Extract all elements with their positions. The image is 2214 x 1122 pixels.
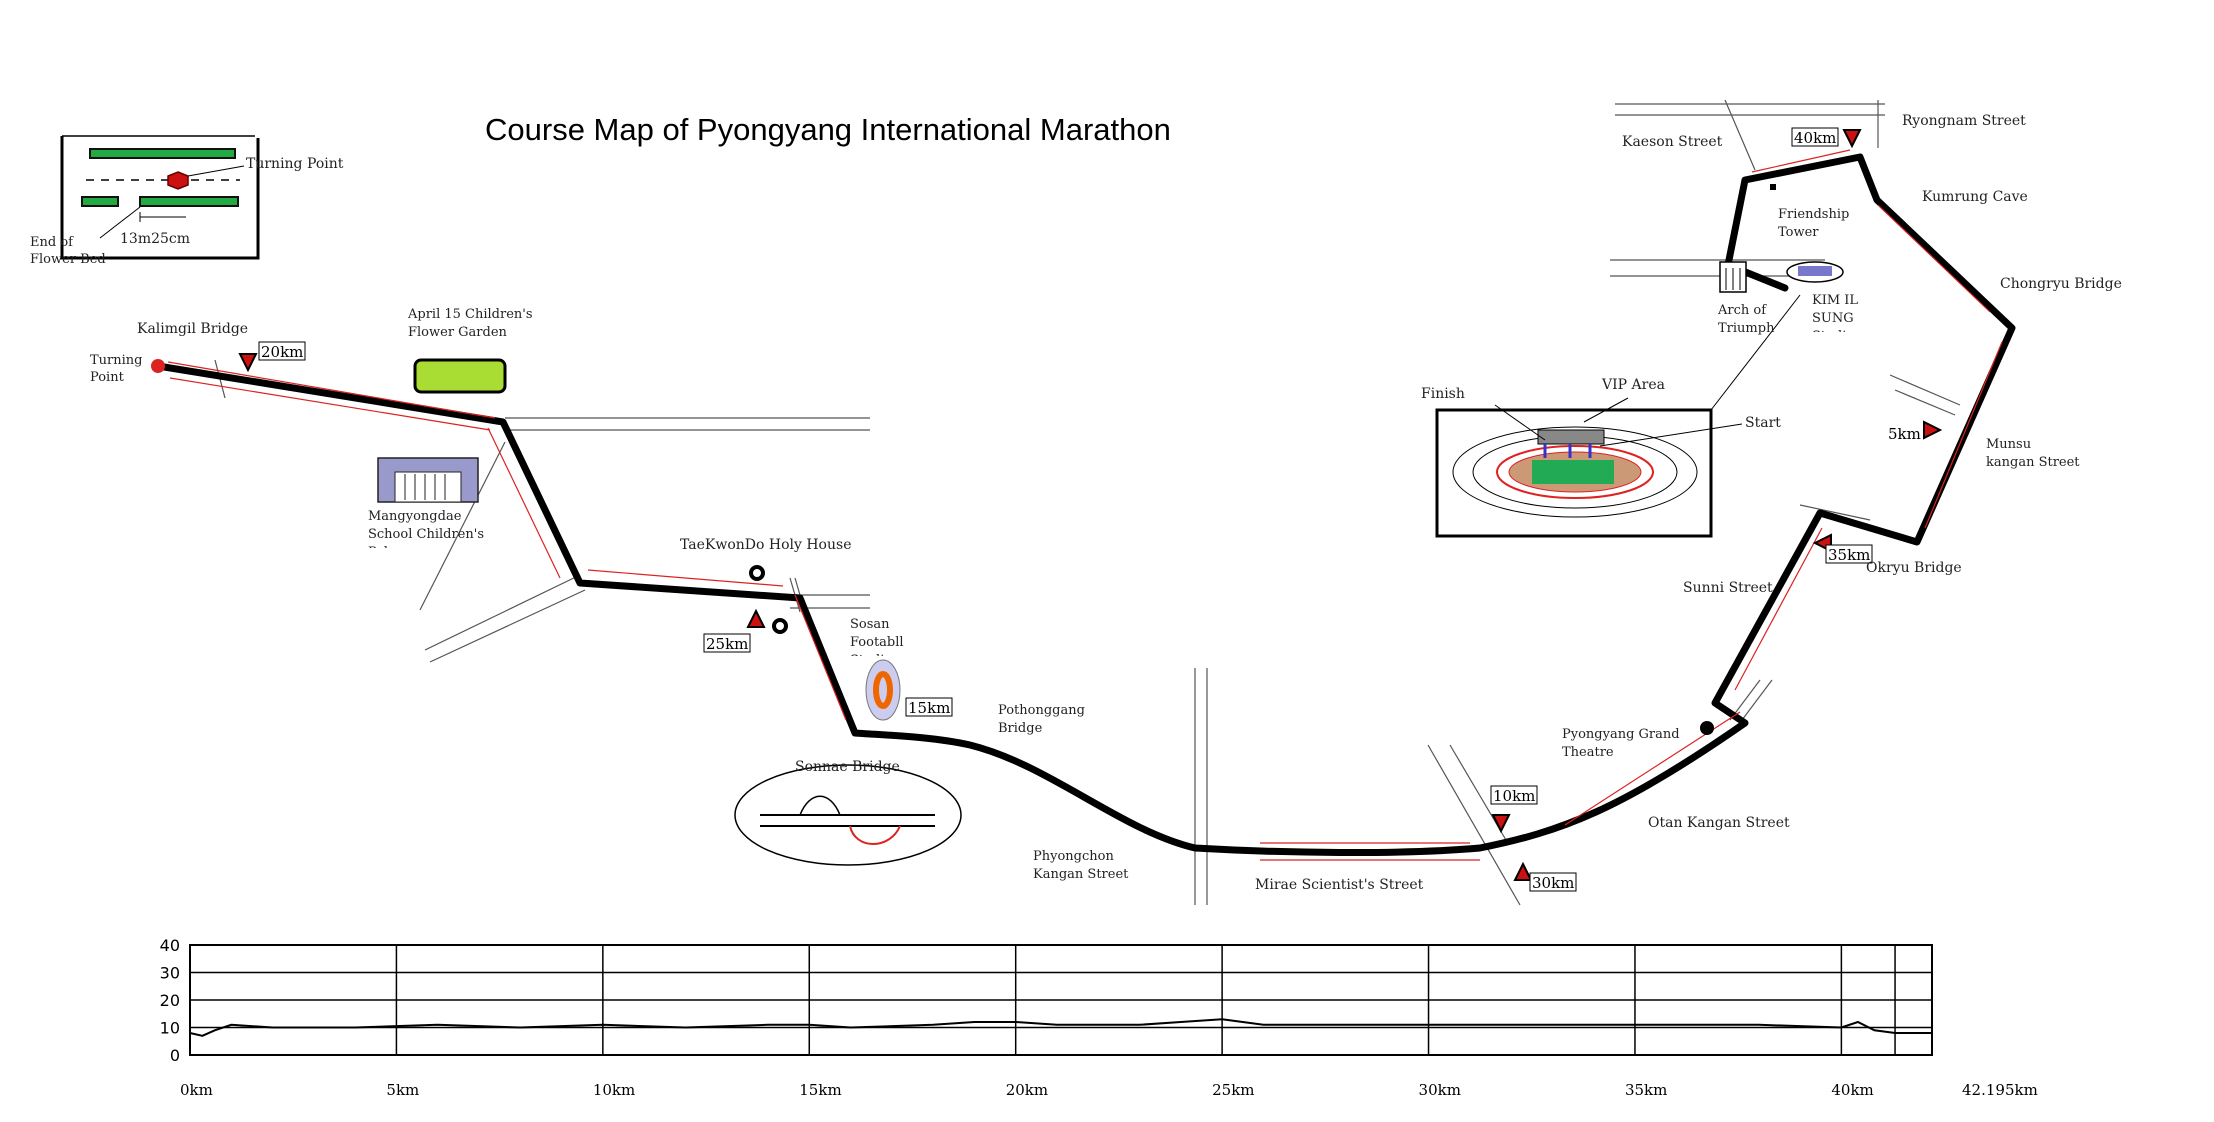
stadium-inset — [1435, 294, 1801, 538]
okryu-bridge-label: Okryu Bridge — [1866, 560, 1962, 576]
sonnae-bridge-label: Sonnae Bridge — [795, 759, 900, 775]
km-15-label: 15km — [908, 699, 950, 717]
inset-measure-label: 13m25cm — [120, 231, 190, 247]
x-tick-label: 5km — [386, 1081, 419, 1099]
sonnae-bridge-interchange — [734, 764, 962, 866]
friendship-tower-icon — [1770, 184, 1776, 190]
sunni-street-label: Sunni Street — [1683, 580, 1773, 596]
map-title: Course Map of Pyongyang International Ma… — [485, 112, 1171, 147]
grand-theatre-icon — [1700, 721, 1714, 735]
km-30-label: 30km — [1532, 874, 1574, 892]
kumrung-cave-label: Kumrung Cave — [1922, 189, 2028, 205]
y-tick-label: 30 — [160, 964, 180, 983]
april15-garden-label: April 15 Children's Flower Garden — [408, 307, 533, 340]
y-tick-label: 40 — [160, 936, 180, 955]
marathon-route — [154, 153, 2016, 857]
x-tick-label: 0km — [180, 1081, 213, 1099]
kalimgil-bridge-label: Kalimgil Bridge — [137, 321, 248, 337]
turning-point-inset: Turning Point End of Flower Bed 13m25cm — [30, 135, 344, 267]
km-5-label: 5km — [1888, 425, 1921, 443]
x-tick-label: 35km — [1625, 1081, 1667, 1099]
place-labels: Kalimgil Bridge Turning Point April 15 C… — [90, 113, 2122, 893]
childrens-palace-label: Mangyongdae School Children's Palace — [368, 509, 484, 548]
friendship-tower-label: Friendship Tower — [1778, 207, 1849, 240]
pothonggang-bridge-label: Pothonggang Bridge — [998, 703, 1085, 736]
flower-bed-top — [89, 148, 236, 159]
sosan-stadium-icon — [865, 659, 901, 721]
grand-theatre-label: Pyongyang Grand Theatre — [1562, 727, 1680, 760]
km-35-label: 35km — [1828, 546, 1870, 564]
ryongnam-street-label: Ryongnam Street — [1902, 113, 2026, 129]
mirae-street-label: Mirae Scientist's Street — [1255, 877, 1424, 893]
arch-of-triumph-label: Arch of Triumph — [1718, 303, 1774, 336]
direction-arrows — [167, 149, 2003, 861]
x-tick-label: 25km — [1212, 1081, 1254, 1099]
taekwondo-house-label: TaeKwonDo Holy House — [680, 537, 851, 553]
vip-area-label: VIP Area — [1601, 377, 1665, 393]
munsu-street-label: Munsu kangan Street — [1986, 437, 2080, 470]
flower-garden-icon — [413, 358, 507, 394]
start-label: Start — [1745, 415, 1781, 431]
km-labels: 20km 25km 15km 10km 30km 35km 5km 40km — [258, 127, 1921, 892]
x-tick-label: 30km — [1419, 1081, 1461, 1099]
km-10-label: 10km — [1493, 787, 1535, 805]
flower-bed-right — [139, 196, 239, 207]
km-20-label: 20km — [261, 343, 303, 361]
y-tick-label: 20 — [160, 991, 180, 1010]
turning-point-label: Turning Point — [90, 353, 142, 385]
x-tick-label: 42.195km — [1962, 1081, 2038, 1099]
x-tick-label: 20km — [1006, 1081, 1048, 1099]
roads — [214, 99, 1961, 906]
stadium-field — [1532, 460, 1614, 484]
kim-il-sung-stadium-icon — [1786, 261, 1844, 283]
km-40-label: 40km — [1794, 129, 1836, 147]
x-tick-label: 15km — [799, 1081, 841, 1099]
otan-street-label: Otan Kangan Street — [1648, 815, 1790, 831]
inset-turning-point-label: Turning Point — [246, 156, 344, 172]
finish-label: Finish — [1421, 386, 1465, 402]
km-25-label: 25km — [706, 635, 748, 653]
turning-point-icon — [167, 171, 189, 190]
km-triangles — [238, 129, 1943, 881]
kim-il-sung-stadium-label: KIM IL SUNG Stadium — [1812, 293, 1867, 332]
arch-of-triumph-icon — [1719, 261, 1747, 293]
chongryu-bridge-label: Chongryu Bridge — [2000, 276, 2122, 292]
taekwondo-house-icon — [749, 565, 765, 581]
sosan-stadium-label: Sosan Footabll Stadium — [850, 617, 905, 656]
phyongchon-street-label: Phyongchon Kangan Street — [1033, 849, 1128, 882]
kaeson-street-label: Kaeson Street — [1622, 134, 1723, 150]
x-tick-label: 40km — [1831, 1081, 1873, 1099]
inset-end-of-flower-bed-label: End of Flower Bed — [30, 235, 106, 267]
childrens-palace-icon — [377, 457, 479, 503]
flower-bed-left — [81, 196, 119, 207]
y-tick-label: 0 — [170, 1046, 180, 1065]
elevation-line — [189, 1018, 1932, 1037]
taekwondo-house-icon — [772, 618, 788, 634]
x-tick-label: 10km — [593, 1081, 635, 1099]
turning-point-icon — [151, 359, 165, 373]
y-tick-label: 10 — [160, 1019, 180, 1038]
